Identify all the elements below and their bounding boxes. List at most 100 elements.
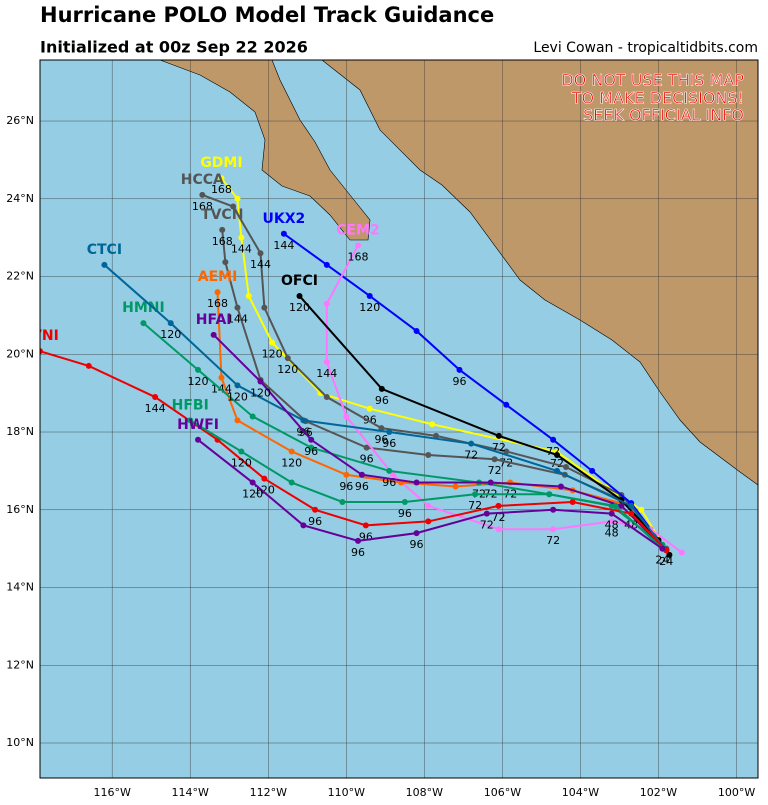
forecast-hour: 96 bbox=[410, 538, 424, 551]
track-point bbox=[429, 421, 436, 428]
track-point bbox=[261, 304, 268, 311]
forecast-hour: 120 bbox=[281, 456, 302, 469]
forecast-hour: 168 bbox=[192, 200, 213, 213]
track-point bbox=[218, 374, 225, 381]
track-point bbox=[199, 191, 206, 198]
forecast-hour: 72 bbox=[488, 464, 502, 477]
track-point bbox=[308, 436, 315, 443]
forecast-hour: 96 bbox=[304, 445, 318, 458]
model-name: CEM2 bbox=[336, 222, 380, 238]
model-name: OFCI bbox=[281, 273, 318, 289]
track-point bbox=[618, 502, 625, 509]
track-point bbox=[554, 467, 561, 474]
title: Hurricane POLO Model Track Guidance bbox=[40, 3, 494, 27]
track-point bbox=[425, 451, 432, 458]
forecast-hour: 120 bbox=[242, 488, 263, 501]
track-point bbox=[589, 467, 596, 474]
forecast-hour: 120 bbox=[277, 363, 298, 376]
track-point bbox=[300, 417, 307, 424]
forecast-hour: 96 bbox=[452, 375, 466, 388]
lat-label: 14°N bbox=[6, 581, 34, 594]
track-point bbox=[386, 429, 393, 436]
track-line bbox=[283, 232, 668, 551]
forecast-hour: 96 bbox=[382, 437, 396, 450]
track-point bbox=[288, 448, 295, 455]
lat-label: 24°N bbox=[6, 192, 34, 205]
lon-label: 106°W bbox=[484, 786, 521, 799]
track-point bbox=[550, 436, 557, 443]
baja-california bbox=[159, 60, 371, 241]
track-point bbox=[608, 518, 615, 525]
model-name: HFBI bbox=[172, 397, 209, 413]
track-point bbox=[413, 530, 420, 537]
forecast-hour: 144 bbox=[273, 239, 294, 252]
forecast-hour: 72 bbox=[464, 449, 478, 462]
forecast-hour: 96 bbox=[351, 546, 365, 559]
track-point bbox=[569, 498, 576, 505]
model-name: TVCN bbox=[201, 207, 243, 223]
track-point bbox=[378, 385, 385, 392]
lat-label: 26°N bbox=[6, 114, 34, 127]
track-point bbox=[323, 261, 330, 268]
track-point bbox=[219, 226, 226, 233]
track-point bbox=[234, 304, 241, 311]
track-point bbox=[234, 382, 241, 389]
model-name: CTCI bbox=[87, 242, 122, 258]
forecast-hour: 144 bbox=[145, 402, 166, 415]
track-point bbox=[343, 471, 350, 478]
track-point bbox=[280, 230, 287, 237]
track-point bbox=[550, 506, 557, 513]
track-point bbox=[495, 502, 502, 509]
track-point bbox=[355, 242, 362, 249]
model-name: GDMI bbox=[200, 155, 242, 171]
forecast-hour: 72 bbox=[480, 519, 494, 532]
track-point bbox=[612, 502, 619, 509]
subtitle: Initialized at 00z Sep 22 2026 bbox=[40, 38, 308, 57]
track-point bbox=[362, 522, 369, 529]
track-point bbox=[284, 355, 291, 362]
track-point bbox=[487, 479, 494, 486]
track-point bbox=[557, 483, 564, 490]
forecast-hour: 120 bbox=[289, 301, 310, 314]
credit: Levi Cowan - tropicaltidbits.com bbox=[533, 40, 758, 56]
lat-label: 12°N bbox=[6, 658, 34, 671]
forecast-hour: 72 bbox=[499, 456, 513, 469]
forecast-hour: 120 bbox=[250, 386, 271, 399]
track-point bbox=[401, 498, 408, 505]
track-point bbox=[425, 502, 432, 509]
track-point bbox=[390, 471, 397, 478]
forecast-hour: 72 bbox=[468, 499, 482, 512]
forecast-hour: 48 bbox=[605, 519, 619, 532]
track-point bbox=[101, 261, 108, 268]
track-point bbox=[550, 526, 557, 533]
track-point bbox=[257, 250, 264, 257]
track-point bbox=[503, 401, 510, 408]
model-name: AEMI bbox=[198, 269, 238, 285]
track-point bbox=[546, 491, 553, 498]
lon-label: 102°W bbox=[640, 786, 677, 799]
warning-line: SEEK OFFICIAL INFO bbox=[583, 106, 744, 125]
forecast-hour: 48 bbox=[605, 526, 619, 539]
track-point bbox=[638, 506, 645, 513]
track-point bbox=[257, 378, 264, 385]
track-point bbox=[234, 417, 241, 424]
lat-label: 16°N bbox=[6, 503, 34, 516]
track-point bbox=[323, 359, 330, 366]
model-name: HCCA bbox=[181, 172, 224, 188]
forecast-hour: 96 bbox=[339, 480, 353, 493]
track-point bbox=[366, 292, 373, 299]
lon-label: 104°W bbox=[562, 786, 599, 799]
track-point bbox=[483, 510, 490, 517]
lon-label: 100°W bbox=[718, 786, 755, 799]
track-point bbox=[628, 510, 635, 517]
track-point bbox=[386, 467, 393, 474]
lon-label: 108°W bbox=[406, 786, 443, 799]
track-point bbox=[366, 405, 373, 412]
warning-line: DO NOT USE THIS MAP bbox=[561, 71, 744, 90]
track-point bbox=[187, 417, 194, 424]
track-point bbox=[140, 320, 147, 327]
model-name: AVNI bbox=[21, 328, 59, 344]
track-point bbox=[238, 234, 245, 241]
track-point bbox=[413, 327, 420, 334]
track-point bbox=[249, 479, 256, 486]
